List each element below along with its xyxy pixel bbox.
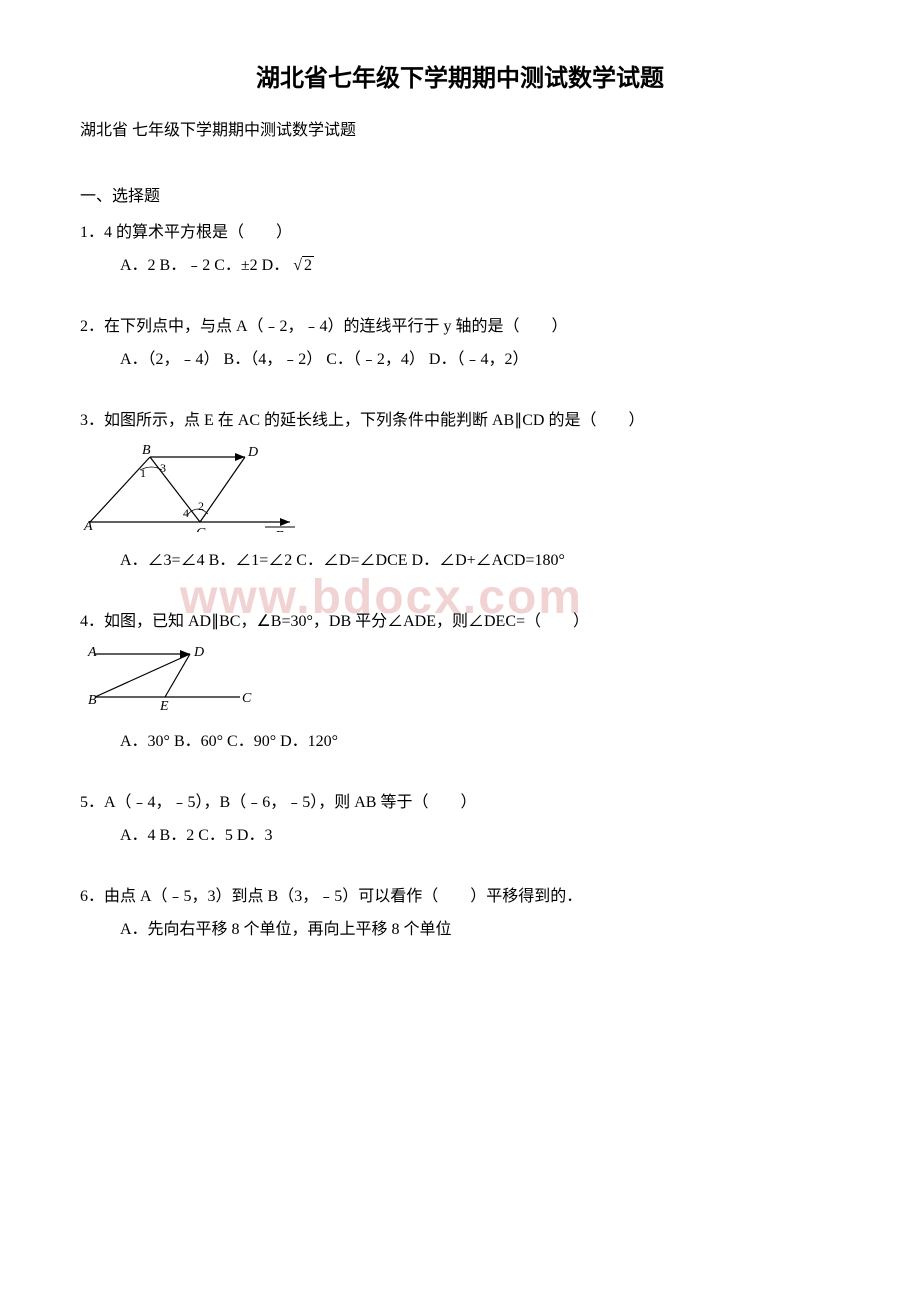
question-1-option-text: A．2 B．﹣2 C．±2 D．: [120, 257, 289, 274]
label-C: C: [196, 526, 206, 532]
question-4-text: 4．如图，已知 AD∥BC，∠B=30°，DB 平分∠ADE，则∠DEC=（ ）: [80, 609, 840, 635]
document-subtitle: 湖北省 七年级下学期期中测试数学试题: [80, 118, 840, 144]
label-E: E: [274, 529, 284, 532]
label-D: D: [247, 445, 258, 460]
question-6-text: 6．由点 A（﹣5，3）到点 B（3，﹣5）可以看作（ ）平移得到的．: [80, 884, 840, 910]
question-3: 3．如图所示，点 E 在 AC 的延长线上，下列条件中能判断 AB∥CD 的是（…: [80, 408, 840, 574]
question-4-options: A．30° B．60° C．90° D．120°: [80, 729, 840, 755]
document-content: 湖北省七年级下学期期中测试数学试题 湖北省 七年级下学期期中测试数学试题 一、选…: [80, 60, 840, 943]
question-3-options: A．∠3=∠4 B．∠1=∠2 C．∠D=∠DCE D．∠D+∠ACD=180°: [80, 548, 840, 574]
question-5-text: 5．A（﹣4，﹣5），B（﹣6，﹣5），则 AB 等于（ ）: [80, 790, 840, 816]
question-2: 2．在下列点中，与点 A（﹣2，﹣4）的连线平行于 y 轴的是（ ） A．（2，…: [80, 314, 840, 373]
question-3-text: 3．如图所示，点 E 在 AC 的延长线上，下列条件中能判断 AB∥CD 的是（…: [80, 408, 840, 434]
label-E4: E: [159, 699, 169, 712]
question-3-figure: A B D C E 1 3 2 4: [80, 442, 840, 541]
question-4-figure: A D B E C: [80, 642, 840, 721]
document-title: 湖北省七年级下学期期中测试数学试题: [80, 60, 840, 98]
question-2-options: A．（2，﹣4） B．（4，﹣2） C．（﹣2，4） D．（﹣4，2）: [80, 347, 840, 373]
question-1-options: A．2 B．﹣2 C．±2 D． 2: [80, 253, 840, 279]
question-2-text: 2．在下列点中，与点 A（﹣2，﹣4）的连线平行于 y 轴的是（ ）: [80, 314, 840, 340]
question-5-options: A．4 B．2 C．5 D．3: [80, 823, 840, 849]
angle-2: 2: [198, 499, 204, 513]
label-C4: C: [242, 691, 252, 706]
label-A: A: [83, 519, 93, 532]
angle-4: 4: [183, 506, 189, 520]
label-A4: A: [87, 645, 97, 660]
label-D4: D: [193, 645, 204, 660]
question-6-option-a: A．先向右平移 8 个单位，再向上平移 8 个单位: [80, 917, 840, 943]
section-header: 一、选择题: [80, 184, 840, 210]
label-B: B: [142, 443, 151, 458]
question-1: 1．4 的算术平方根是（ ） A．2 B．﹣2 C．±2 D． 2: [80, 220, 840, 279]
label-B4: B: [88, 693, 97, 708]
question-1-text: 1．4 的算术平方根是（ ）: [80, 220, 840, 246]
question-6: 6．由点 A（﹣5，3）到点 B（3，﹣5）可以看作（ ）平移得到的． A．先向…: [80, 884, 840, 943]
question-4: 4．如图，已知 AD∥BC，∠B=30°，DB 平分∠ADE，则∠DEC=（ ）…: [80, 609, 840, 755]
sqrt-value: 2: [302, 256, 314, 274]
question-5: 5．A（﹣4，﹣5），B（﹣6，﹣5），则 AB 等于（ ） A．4 B．2 C…: [80, 790, 840, 849]
sqrt-icon: [293, 257, 302, 274]
angle-3: 3: [160, 461, 166, 475]
